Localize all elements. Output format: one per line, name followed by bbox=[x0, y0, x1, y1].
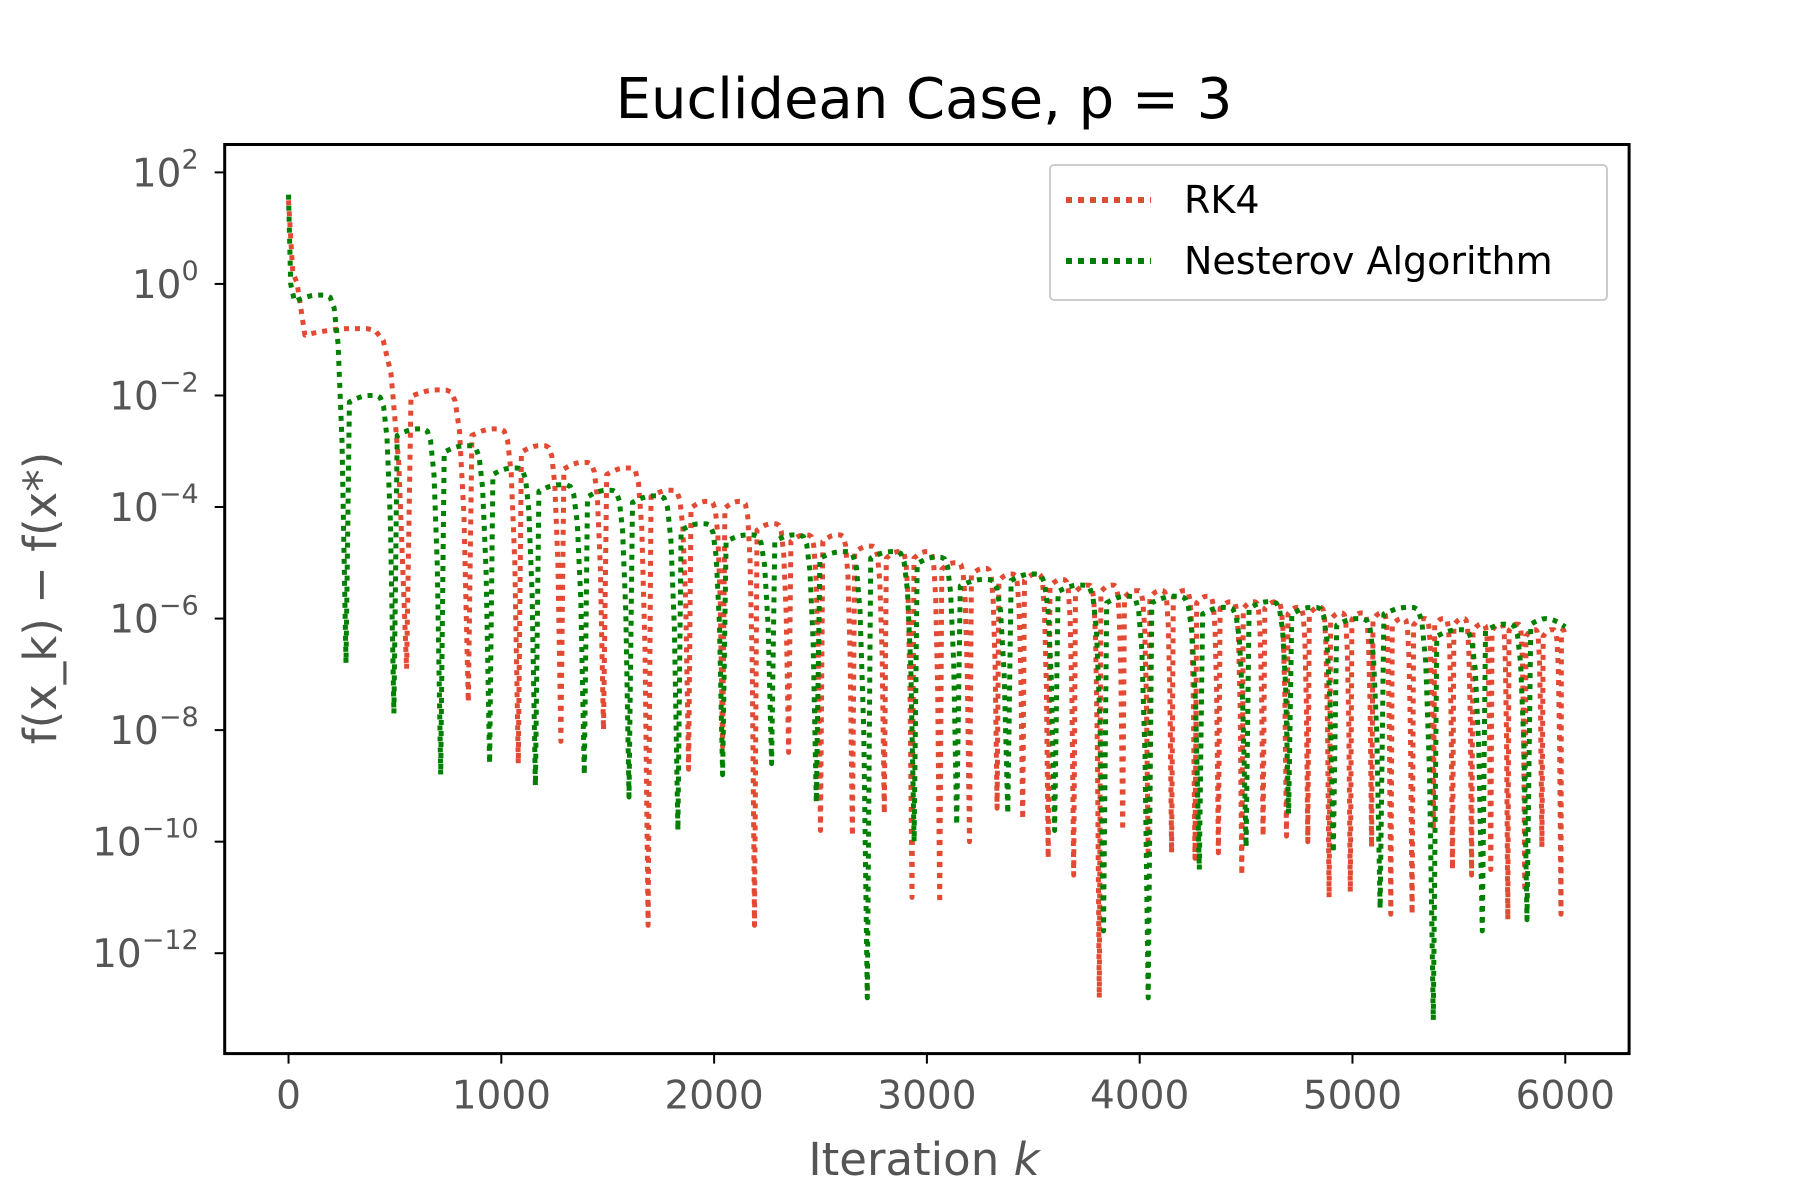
y-tick-label: 10−4 bbox=[109, 479, 198, 531]
x-tick-label: 2000 bbox=[664, 1074, 763, 1119]
y-tick-label: 10−2 bbox=[109, 367, 198, 419]
x-axis-title: Iteration k bbox=[808, 1133, 1041, 1186]
y-tick-label: 10−8 bbox=[109, 702, 198, 754]
legend-label-nesterov: Nesterov Algorithm bbox=[1184, 239, 1553, 283]
legend-label-rk4: RK4 bbox=[1184, 178, 1260, 222]
x-tick-label: 4000 bbox=[1090, 1074, 1189, 1119]
y-tick-label: 10−6 bbox=[109, 591, 198, 643]
legend: RK4 Nesterov Algorithm bbox=[1049, 164, 1608, 301]
series-line-rk4 bbox=[286, 200, 1568, 1001]
y-tick-label: 100 bbox=[132, 256, 199, 308]
y-axis: 102 100 10−2 10−4 10−6 10−8 10−10 10−12 bbox=[92, 144, 225, 977]
series-layer bbox=[286, 194, 1568, 1023]
x-tick-label: 1000 bbox=[452, 1074, 551, 1119]
y-axis-title: f(x_k) − f(x*) bbox=[14, 452, 67, 745]
series-line-nesterov bbox=[286, 194, 1567, 1023]
chart-title: Euclidean Case, p = 3 bbox=[616, 67, 1233, 132]
y-tick-label: 10−10 bbox=[92, 814, 199, 866]
x-axis-title-text: Iteration bbox=[808, 1133, 999, 1186]
x-tick-label: 3000 bbox=[877, 1074, 976, 1119]
y-tick-label: 102 bbox=[132, 144, 199, 196]
x-tick-label: 0 bbox=[276, 1074, 301, 1119]
x-tick-label: 5000 bbox=[1303, 1074, 1402, 1119]
x-axis-title-var: k bbox=[1014, 1133, 1042, 1186]
legend-box bbox=[1049, 164, 1608, 301]
x-tick-label: 6000 bbox=[1516, 1074, 1615, 1119]
x-axis: 0 1000 2000 3000 4000 5000 6000 bbox=[276, 1053, 1615, 1119]
y-tick-label: 10−12 bbox=[92, 925, 199, 977]
